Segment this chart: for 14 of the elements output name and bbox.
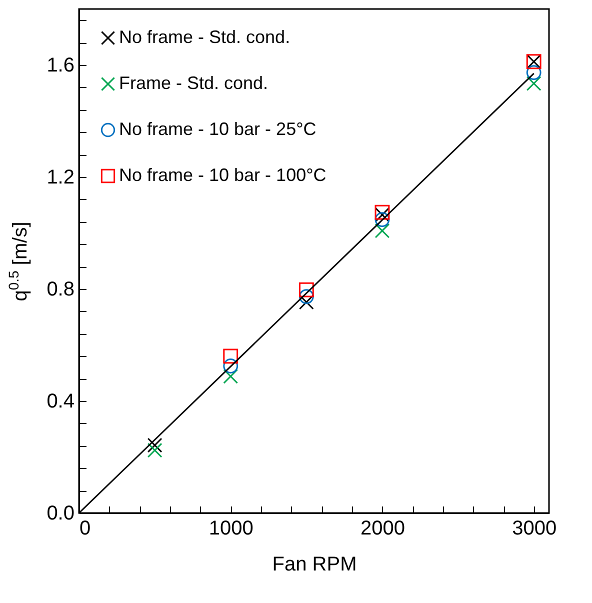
legend-label: No frame - 10 bar - 25°C (119, 119, 316, 139)
legend-label: Frame - Std. cond. (119, 73, 268, 93)
y-tick-label: 0.4 (46, 390, 74, 412)
x-tick-label: 1000 (208, 518, 254, 540)
y-tick-label: 0.8 (46, 278, 74, 300)
x-axis-title: Fan RPM (272, 554, 357, 576)
y-tick-label: 0.0 (46, 502, 74, 524)
y-tick-label: 1.2 (46, 166, 74, 188)
x-tick-label: 0 (80, 518, 91, 540)
x-tick-label: 2000 (360, 518, 405, 540)
legend-label: No frame - Std. cond. (119, 27, 290, 47)
x-tick-label: 3000 (512, 518, 557, 540)
y-tick-label: 1.6 (46, 54, 74, 76)
legend-label: No frame - 10 bar - 100°C (119, 165, 326, 185)
